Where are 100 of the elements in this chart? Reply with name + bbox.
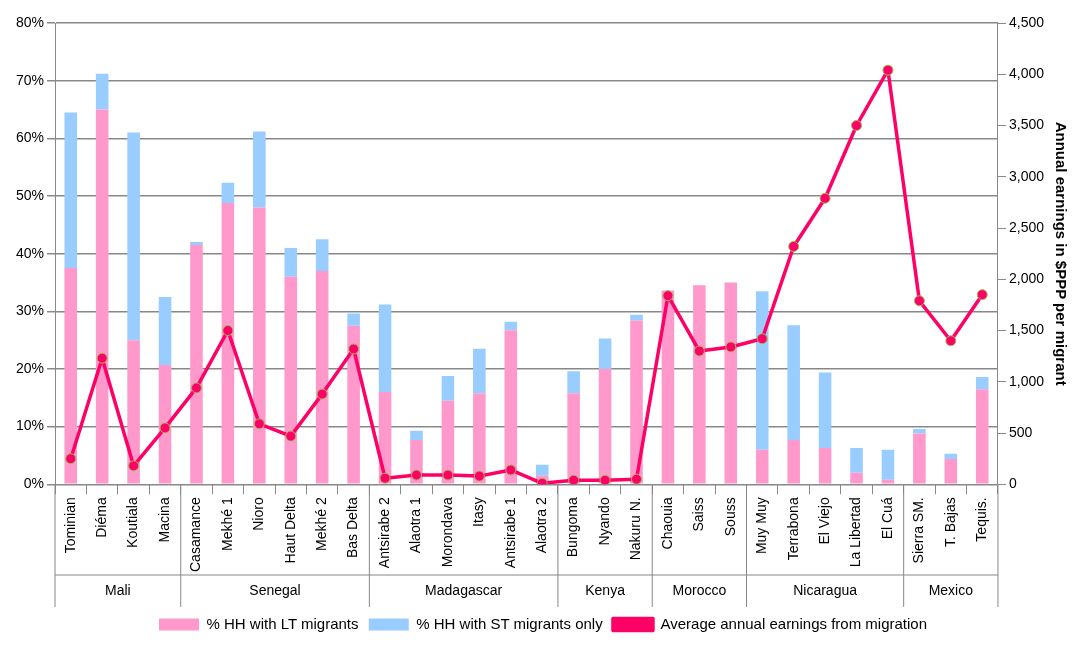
x-tick-label: Saiss: [690, 497, 707, 532]
x-tick-label: Morondava: [438, 497, 455, 568]
y-tick-label: 10%: [15, 417, 45, 434]
legend-label: Average annual earnings from migration: [660, 614, 928, 632]
bar: [315, 270, 329, 484]
bar: [127, 340, 140, 484]
point: [505, 464, 517, 476]
bar: [127, 132, 140, 341]
bar: [913, 433, 926, 484]
bar: [473, 348, 486, 394]
bar: [975, 389, 989, 484]
bar: [598, 338, 612, 369]
bar: [598, 368, 612, 484]
point: [65, 453, 77, 465]
point: [96, 352, 108, 364]
bar: [253, 131, 266, 208]
bar: [913, 428, 926, 434]
text: Madagascar: [425, 581, 503, 598]
y2-tick-label: 1,500: [1008, 321, 1045, 338]
point: [662, 290, 674, 302]
x-tick-label: Chaouia: [658, 497, 675, 550]
point: [442, 469, 454, 481]
text: Kenya: [585, 581, 626, 598]
x-tick-label: Diéma: [93, 497, 110, 538]
y2-tick-label: 4,500: [1008, 13, 1045, 30]
x-tick-label: Nakuru N.: [627, 497, 644, 561]
bar: [504, 321, 518, 331]
x-tick-label: Alaotra 2: [533, 497, 550, 554]
x-tick-label: Macina: [155, 497, 172, 543]
bar: [850, 472, 863, 484]
x-tick-label: Itasy: [470, 497, 487, 527]
x-tick-label: Sierra SM.: [910, 497, 927, 564]
point: [819, 192, 831, 204]
bar: [535, 464, 549, 476]
bar: [567, 371, 580, 394]
point: [379, 472, 391, 484]
bar: [473, 393, 486, 484]
point: [253, 418, 265, 430]
point: [473, 470, 485, 482]
bar: [284, 247, 298, 277]
x-tick-label: Antsirabe 2: [375, 497, 392, 569]
point: [976, 289, 988, 301]
bar: [190, 245, 203, 484]
point: [882, 64, 894, 76]
point: [568, 474, 580, 485]
text: Nicaragua: [793, 581, 858, 598]
x-tick-label: El Cuá: [878, 497, 895, 540]
bar: [410, 430, 423, 440]
bar: [724, 282, 738, 484]
x-tick-label: Haut Delta: [281, 497, 298, 564]
x-tick-label: Tequis.: [973, 497, 990, 542]
point: [756, 333, 768, 345]
bar: [221, 202, 235, 484]
bar: [567, 393, 580, 484]
legend-label: % HH with LT migrants: [206, 614, 359, 632]
x-tick-label: T. Bajas: [941, 497, 958, 548]
x-tick-label: Alaotra 1: [407, 497, 424, 554]
point: [128, 460, 140, 472]
x-tick-label: Souss: [721, 497, 738, 537]
bar: [630, 314, 643, 321]
bar: [158, 296, 172, 365]
y2-tick-label: 4,000: [1008, 65, 1045, 82]
x-tick-label: El Viejo: [815, 497, 832, 545]
x-tick-label: Antsirabe 1: [501, 497, 518, 569]
bar: [504, 330, 518, 484]
bar: [253, 207, 266, 484]
y2-tick-label: 500: [1008, 423, 1033, 440]
bar: [818, 447, 832, 484]
bar: [64, 268, 78, 484]
y2-tick-label: 0: [1008, 475, 1017, 492]
bar: [441, 375, 455, 401]
point: [788, 240, 800, 252]
x-tick-label: Bas Delta: [344, 497, 361, 558]
x-tick-label: Nyando: [595, 497, 612, 546]
x-tick-label: Casamance: [187, 497, 204, 572]
y-tick-label: 70%: [15, 71, 45, 88]
bar: [755, 449, 769, 484]
y-tick-label: 20%: [15, 359, 45, 376]
y2-tick-label: 2,000: [1008, 270, 1045, 287]
bar: [818, 372, 832, 448]
y2-tick-label: 3,500: [1008, 116, 1045, 133]
y2-tick-label: 1,000: [1008, 372, 1045, 389]
point: [851, 120, 863, 132]
point: [410, 469, 422, 481]
bar: [284, 276, 298, 484]
bar: [850, 447, 863, 473]
y-tick-label: 30%: [15, 302, 45, 319]
x-tick-label: La Libertad: [847, 497, 864, 568]
bar: [347, 313, 360, 326]
point: [599, 474, 611, 485]
point: [913, 295, 925, 307]
y2-tick-label: 3,000: [1008, 167, 1045, 184]
bar: [95, 73, 109, 110]
bar: [944, 458, 958, 484]
text: Senegal: [249, 581, 301, 598]
text: Mali: [105, 581, 131, 598]
bar: [787, 439, 800, 484]
x-tick-label: Tominian: [61, 497, 78, 554]
bar: [378, 304, 392, 393]
y-tick-label: 0%: [23, 475, 45, 492]
